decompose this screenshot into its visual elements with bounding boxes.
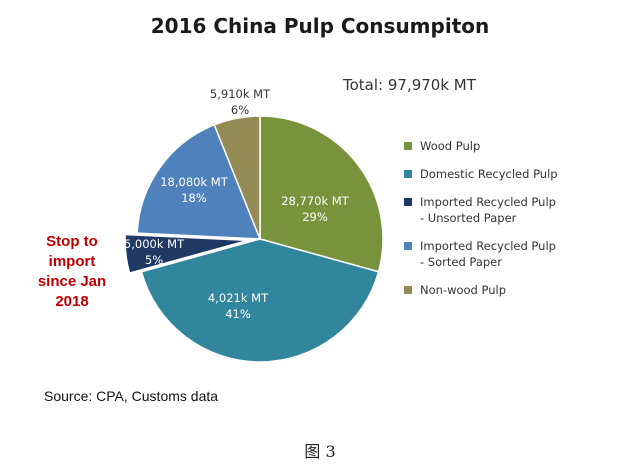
slice-value-label: 4,021k MT [208,291,269,305]
legend: Wood Pulp Domestic Recycled Pulp Importe… [404,138,558,310]
slice-percent-label: 5% [145,253,163,267]
legend-label: Wood Pulp [420,139,481,153]
pie-chart: 28,770k MT 29% 4,021k MT 41% 5,000k MT 5% 18,0… [124,87,384,363]
slice-percent-label: 29% [302,210,328,224]
legend-label: Non-wood Pulp [420,283,507,297]
slice-value-label: 5,000k MT [124,237,185,251]
slice-imported-sorted [136,123,262,240]
legend-swatch [404,170,412,178]
legend-item-domestic-recycled-pulp: Domestic Recycled Pulp [404,166,558,182]
slice-domestic-recycled-pulp [140,238,380,363]
slice-percent-label: 18% [181,191,207,205]
chart-title: 2016 China Pulp Consumpiton [150,14,490,38]
legend-item-imported-sorted: Imported Recycled Pulp - Sorted Paper [404,238,558,270]
legend-swatch [404,286,412,294]
slice-value-label: 18,080k MT [160,175,228,189]
legend-swatch [404,198,412,206]
slice-percent-label: 6% [231,103,249,117]
figure-caption: 图 3 [304,442,336,461]
slice-value-label: 5,910k MT [210,87,271,101]
slice-non-wood-pulp [213,115,261,240]
slice-percent-label: 41% [225,307,251,321]
legend-swatch [404,242,412,250]
total-label: Total: 97,970k MT [343,76,476,94]
slice-value-label: 28,770k MT [281,194,349,208]
chart-frame: 2016 China Pulp Consumpiton Total: 97,97… [37,14,558,404]
legend-label: Imported Recycled Pulp - Unsorted Paper [420,195,556,225]
legend-label: Imported Recycled Pulp - Sorted Paper [420,239,556,269]
legend-item-imported-unsorted: Imported Recycled Pulp - Unsorted Paper [404,194,558,226]
stop-import-annotation: Stop to import since Jan 2018 [37,233,107,310]
legend-item-wood-pulp: Wood Pulp [404,138,558,154]
legend-item-non-wood-pulp: Non-wood Pulp [404,282,558,298]
source-note: Source: CPA, Customs data [44,388,219,404]
legend-swatch [404,142,412,150]
slice-imported-unsorted [124,233,249,275]
legend-label: Domestic Recycled Pulp [420,167,558,181]
slice-wood-pulp [259,115,384,273]
